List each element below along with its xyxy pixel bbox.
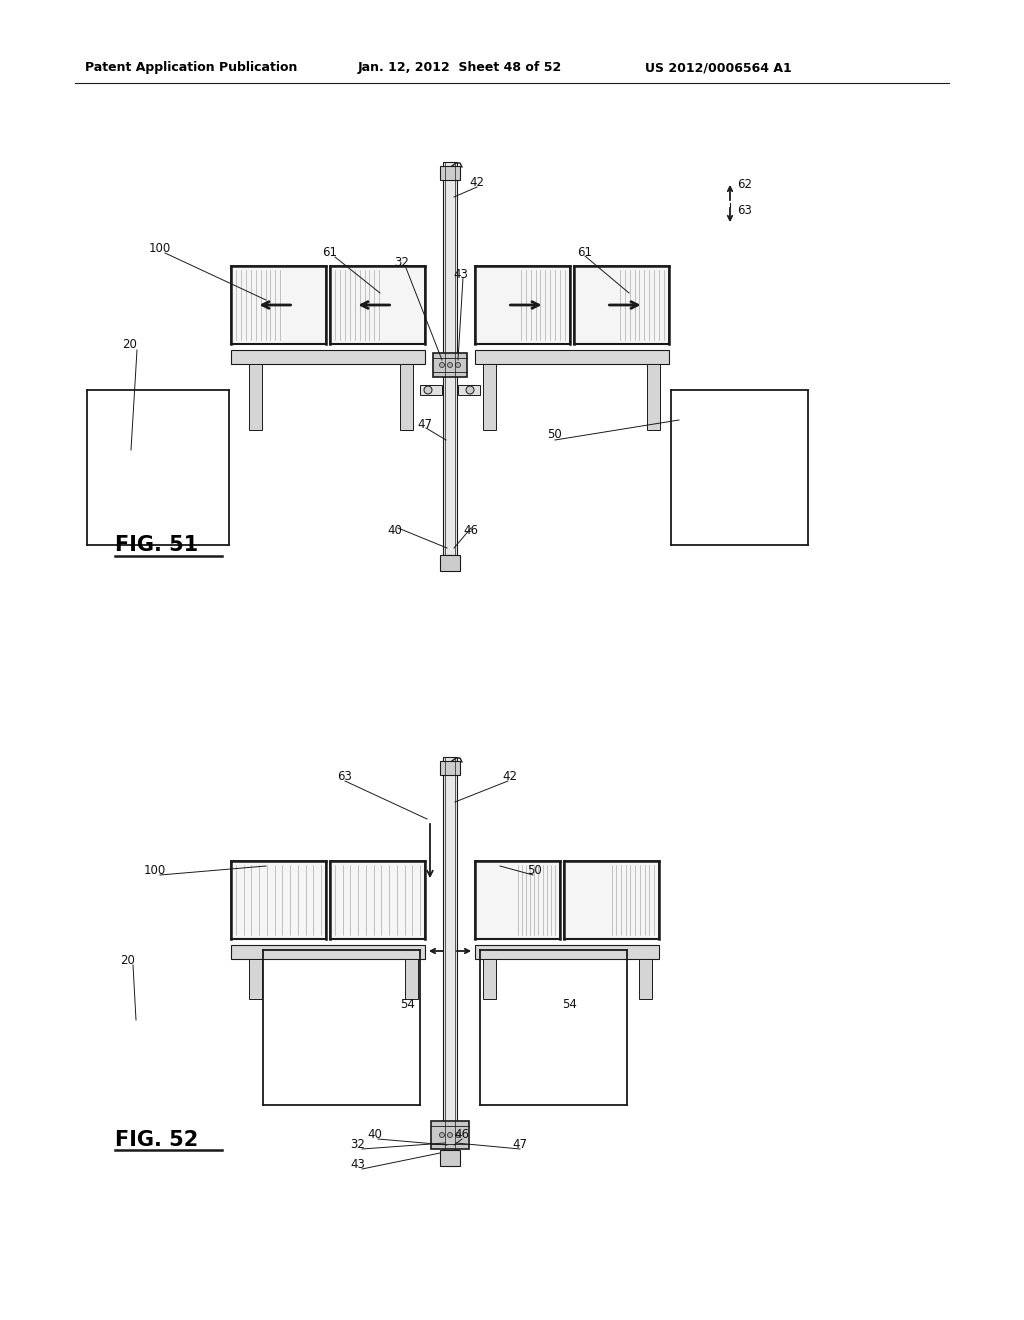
Bar [443, 162, 457, 554]
Text: 32: 32 [350, 1138, 366, 1151]
Bar [574, 267, 669, 345]
Text: 62: 62 [737, 178, 753, 191]
Bar [475, 861, 560, 939]
Circle shape [456, 363, 461, 367]
Circle shape [456, 1133, 461, 1138]
Bar [475, 945, 659, 960]
Circle shape [439, 363, 444, 367]
Text: 20: 20 [121, 953, 135, 966]
Text: 42: 42 [469, 177, 484, 190]
Text: 47: 47 [418, 418, 432, 432]
Bar [431, 1121, 469, 1148]
Bar [249, 364, 262, 430]
Text: 50: 50 [548, 429, 562, 441]
Text: 61: 61 [578, 247, 593, 260]
Circle shape [447, 1133, 453, 1138]
Bar [400, 364, 413, 430]
Bar [406, 960, 418, 999]
Circle shape [439, 1133, 444, 1138]
Circle shape [424, 385, 432, 393]
Text: US 2012/0006564 A1: US 2012/0006564 A1 [645, 62, 792, 74]
Bar [249, 960, 262, 999]
Text: 63: 63 [737, 203, 753, 216]
Bar [330, 267, 425, 345]
Bar [231, 267, 326, 345]
Text: FIG. 52: FIG. 52 [115, 1130, 199, 1150]
Bar [231, 945, 425, 960]
Bar [564, 861, 659, 939]
Text: 20: 20 [123, 338, 137, 351]
Bar [458, 385, 480, 395]
Text: 61: 61 [323, 247, 338, 260]
Text: 54: 54 [562, 998, 578, 1011]
Text: 43: 43 [454, 268, 468, 281]
Text: 47: 47 [512, 1138, 527, 1151]
Text: 46: 46 [464, 524, 478, 536]
Bar [475, 267, 570, 345]
Bar [433, 352, 467, 378]
Text: 43: 43 [350, 1159, 366, 1172]
Bar [231, 861, 326, 939]
Text: 40: 40 [368, 1129, 382, 1142]
Circle shape [447, 363, 453, 367]
Bar [483, 960, 496, 999]
Text: Patent Application Publication: Patent Application Publication [85, 62, 297, 74]
Text: 32: 32 [394, 256, 410, 269]
Text: 46: 46 [455, 1129, 469, 1142]
Bar [440, 762, 460, 775]
Bar [440, 554, 460, 572]
Bar [330, 861, 425, 939]
Bar [440, 166, 460, 180]
Text: 100: 100 [144, 863, 166, 876]
Bar [420, 385, 442, 395]
Bar [639, 960, 652, 999]
Bar [440, 1150, 460, 1166]
Bar [443, 756, 457, 1150]
Text: 100: 100 [148, 242, 171, 255]
Text: Jan. 12, 2012  Sheet 48 of 52: Jan. 12, 2012 Sheet 48 of 52 [358, 62, 562, 74]
Circle shape [466, 385, 474, 393]
Bar [475, 350, 669, 364]
Text: 63: 63 [338, 771, 352, 784]
Text: FIG. 51: FIG. 51 [115, 535, 199, 554]
Bar [483, 364, 496, 430]
Text: 54: 54 [400, 998, 416, 1011]
Bar [647, 364, 660, 430]
Text: 50: 50 [527, 863, 543, 876]
Text: 40: 40 [387, 524, 402, 536]
Bar [231, 350, 425, 364]
Text: 42: 42 [503, 771, 517, 784]
